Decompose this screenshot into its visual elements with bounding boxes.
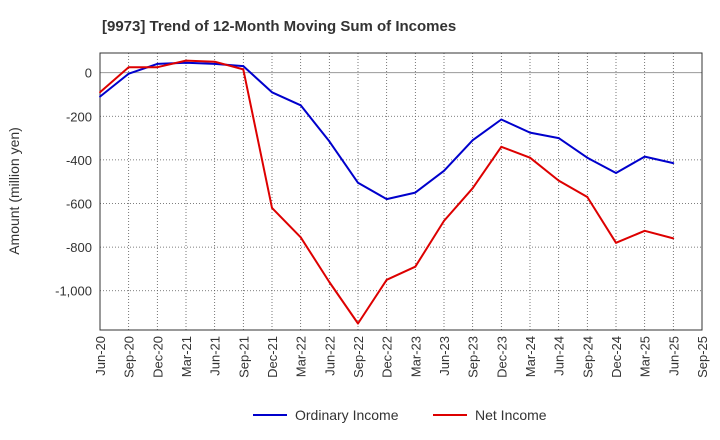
data-point (586, 196, 589, 198)
data-point (271, 206, 273, 209)
x-tick-label: Dec-23 (494, 336, 509, 378)
data-point (156, 63, 159, 65)
data-point (127, 72, 130, 75)
data-point (242, 68, 245, 71)
y-tick-label: -1,000 (55, 284, 92, 299)
x-tick-label: Sep-23 (466, 336, 481, 378)
data-point (185, 59, 187, 62)
data-point (557, 137, 560, 139)
data-point (242, 65, 245, 67)
data-point (557, 179, 560, 182)
chart-title: [9973] Trend of 12-Month Moving Sum of I… (102, 18, 456, 35)
data-point (127, 66, 130, 69)
data-point (529, 156, 531, 159)
data-point (414, 265, 417, 268)
x-tick-label: Mar-22 (294, 336, 309, 377)
x-tick-label: Jun-22 (322, 336, 337, 376)
x-tick-label: Jun-23 (437, 336, 452, 376)
x-tick-label: Mar-21 (179, 336, 194, 377)
plot-frame (99, 52, 703, 331)
x-tick-label: Dec-24 (609, 336, 624, 378)
y-tick-label: -400 (66, 153, 92, 168)
data-point (99, 91, 101, 94)
y-axis-ticks: 0 -200 -400 -600 -800 -1,000 (55, 66, 92, 299)
legend: Ordinary Income Net Income (253, 407, 547, 423)
legend-label: Net Income (475, 407, 547, 423)
x-tick-label: Sep-24 (580, 336, 595, 378)
data-point (471, 187, 474, 190)
x-tick-label: Sep-21 (236, 336, 251, 378)
x-tick-label: Dec-21 (265, 336, 280, 378)
data-point (529, 131, 531, 134)
data-point (328, 281, 331, 283)
data-point (357, 322, 359, 325)
data-point (213, 63, 216, 65)
x-tick-label: Mar-23 (408, 336, 423, 377)
y-tick-label: -600 (66, 196, 92, 211)
y-tick-label: -800 (66, 240, 92, 255)
data-point (328, 140, 331, 143)
data-point (299, 104, 302, 107)
x-tick-label: Dec-20 (150, 336, 165, 378)
data-point (185, 61, 187, 64)
x-tick-label: Jun-24 (552, 336, 567, 376)
data-point (156, 66, 159, 69)
data-point (672, 162, 675, 165)
data-point (615, 172, 617, 174)
data-point (586, 156, 589, 159)
data-point (443, 169, 445, 172)
data-point (357, 181, 359, 184)
y-axis-label: Amount (million yen) (6, 127, 22, 255)
x-axis-ticks: Jun-20 Sep-20 Dec-20 Mar-21 Jun-21 Sep-21 Dec-… (93, 336, 710, 378)
x-tick-label: Dec-22 (380, 336, 395, 378)
data-point (615, 241, 617, 244)
data-point (500, 145, 503, 148)
data-point (643, 155, 646, 158)
data-point (443, 220, 445, 222)
series-lines (99, 59, 675, 325)
data-point (385, 198, 388, 201)
data-point (213, 60, 216, 63)
data-point (471, 139, 474, 142)
x-tick-label: Sep-22 (351, 336, 366, 378)
data-point (99, 95, 101, 98)
data-point (271, 91, 273, 94)
x-tick-label: Mar-25 (638, 336, 653, 377)
data-point (643, 229, 646, 232)
x-tick-label: Jun-21 (208, 336, 223, 376)
y-tick-label: -200 (66, 109, 92, 124)
y-tick-label: 0 (85, 66, 92, 81)
data-point (500, 118, 503, 121)
x-tick-label: Jun-20 (93, 336, 108, 376)
x-tick-label: Sep-25 (695, 336, 710, 378)
data-point (299, 236, 302, 239)
data-point (672, 237, 675, 240)
grid (100, 53, 702, 330)
data-point (414, 191, 417, 194)
x-tick-label: Mar-24 (523, 336, 538, 377)
data-point (385, 278, 388, 281)
x-tick-label: Sep-20 (122, 336, 137, 378)
x-tick-label: Jun-25 (666, 336, 681, 376)
legend-label: Ordinary Income (295, 407, 399, 423)
